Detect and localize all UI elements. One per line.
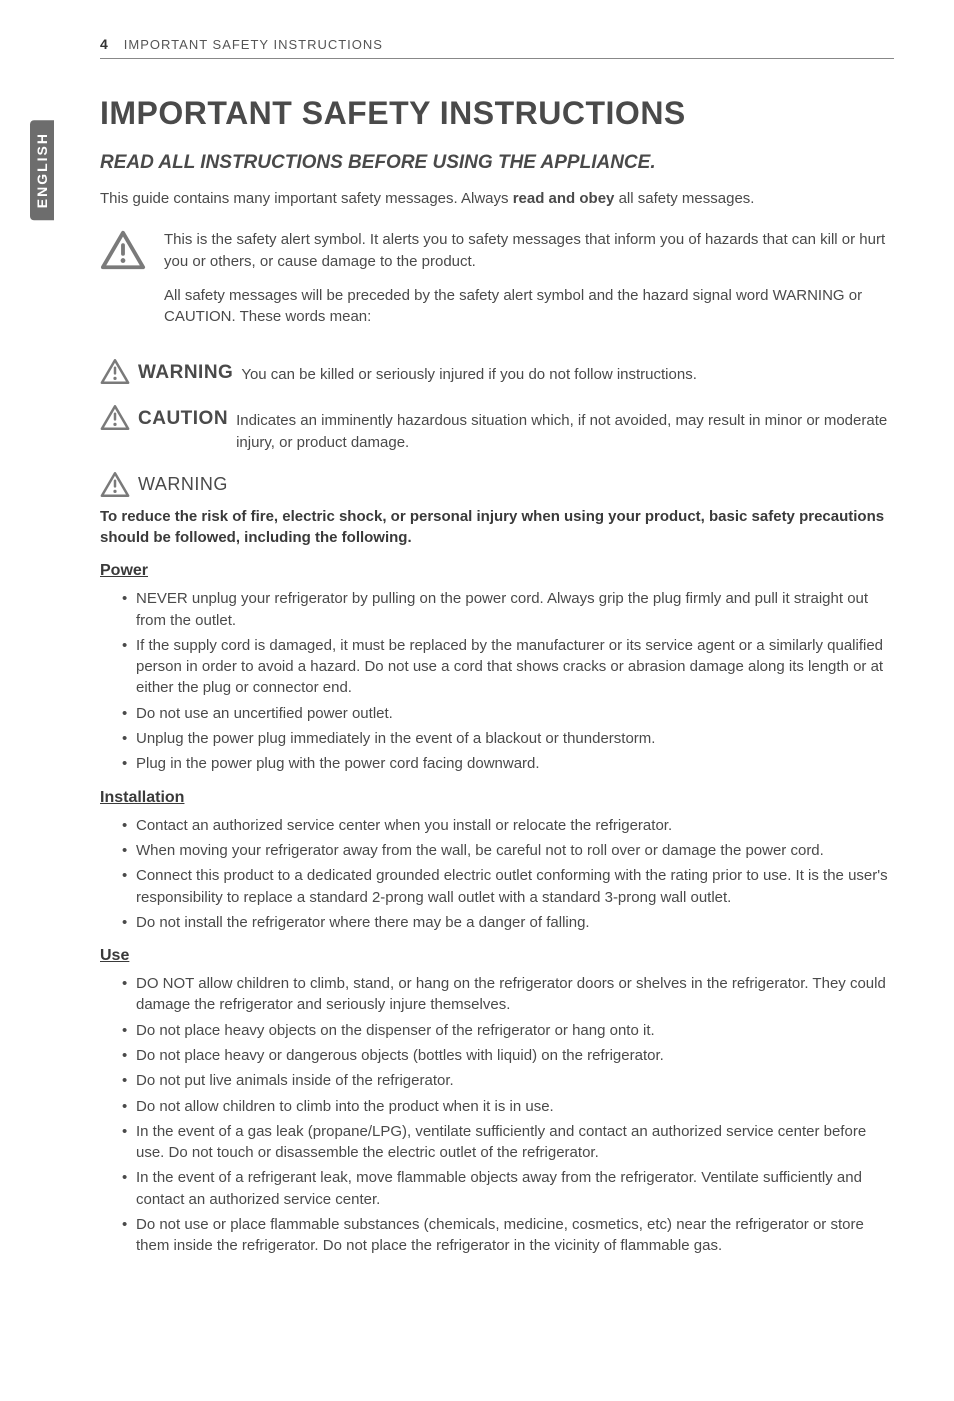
warning-definition: WARNING You can be killed or seriously i… [100,358,894,386]
installation-heading: Installation [100,789,894,807]
precaution-text: To reduce the risk of fire, electric sho… [100,506,894,548]
caution-text: Indicates an imminently hazardous situat… [236,410,894,454]
section-warning-header: WARNING [100,471,894,498]
intro-pre: This guide contains many important safet… [100,190,513,207]
alert-triangle-icon [100,358,130,385]
language-tab: ENGLISH [30,120,54,220]
installation-list: Contact an authorized service center whe… [100,815,894,933]
list-item: Do not allow children to climb into the … [122,1096,894,1117]
list-item: When moving your refrigerator away from … [122,840,894,861]
intro-paragraph: This guide contains many important safet… [100,190,894,207]
warning-label: WARNING [138,362,233,384]
page-number: 4 [100,36,108,52]
list-item: Do not put live animals inside of the re… [122,1070,894,1091]
page-header: 4 IMPORTANT SAFETY INSTRUCTIONS [100,36,894,59]
use-list: DO NOT allow children to climb, stand, o… [100,973,894,1257]
list-item: Do not install the refrigerator where th… [122,912,894,933]
list-item: Connect this product to a dedicated grou… [122,865,894,908]
list-item: Do not use or place flammable substances… [122,1214,894,1257]
alert-triangle-icon [100,404,130,431]
alert-p2: All safety messages will be preceded by … [164,285,894,329]
list-item: Do not place heavy objects on the dispen… [122,1020,894,1041]
caution-label: CAUTION [138,408,228,430]
section-warning-label: WARNING [138,474,228,495]
use-heading: Use [100,947,894,965]
caution-definition: CAUTION Indicates an imminently hazardou… [100,404,894,454]
subtitle: READ ALL INSTRUCTIONS BEFORE USING THE A… [100,152,894,174]
alert-triangle-icon [100,471,130,498]
list-item: In the event of a refrigerant leak, move… [122,1167,894,1210]
list-item: Unplug the power plug immediately in the… [122,728,894,749]
list-item: Do not use an uncertified power outlet. [122,703,894,724]
safety-alert-block: This is the safety alert symbol. It aler… [100,229,894,340]
alert-triangle-icon [100,229,146,271]
list-item: In the event of a gas leak (propane/LPG)… [122,1121,894,1164]
alert-p1: This is the safety alert symbol. It aler… [164,229,894,273]
main-heading: IMPORTANT SAFETY INSTRUCTIONS [100,95,894,132]
list-item: Do not place heavy or dangerous objects … [122,1045,894,1066]
intro-post: all safety messages. [614,190,754,207]
intro-bold: read and obey [513,190,615,207]
list-item: Plug in the power plug with the power co… [122,753,894,774]
header-title: IMPORTANT SAFETY INSTRUCTIONS [124,37,383,52]
list-item: DO NOT allow children to climb, stand, o… [122,973,894,1016]
list-item: If the supply cord is damaged, it must b… [122,635,894,699]
list-item: Contact an authorized service center whe… [122,815,894,836]
power-heading: Power [100,562,894,580]
warning-text: You can be killed or seriously injured i… [241,364,697,386]
power-list: NEVER unplug your refrigerator by pullin… [100,588,894,774]
alert-text: This is the safety alert symbol. It aler… [164,229,894,340]
list-item: NEVER unplug your refrigerator by pullin… [122,588,894,631]
